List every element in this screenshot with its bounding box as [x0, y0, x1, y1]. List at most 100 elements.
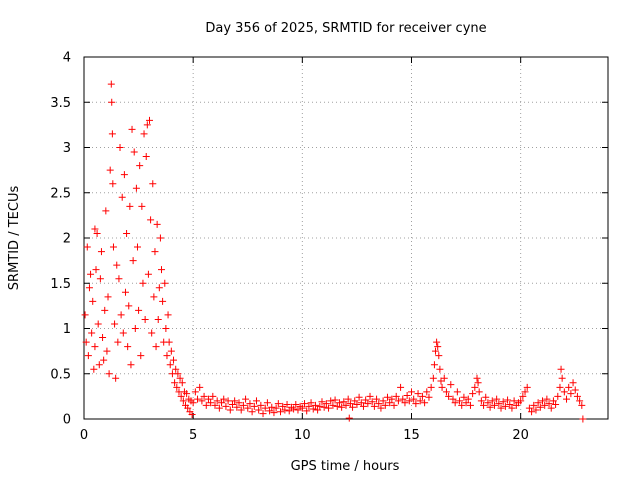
data-point [82, 338, 90, 346]
tick-labels: 0 5 10 15 20 0 0.5 1 1.5 2 2.5 3 3.5 4 [50, 51, 529, 444]
data-point [379, 397, 387, 405]
data-point [121, 288, 129, 296]
data-point [95, 361, 103, 369]
data-point [141, 315, 149, 323]
x-tick-label: 5 [189, 428, 197, 443]
data-point [226, 406, 234, 414]
data-point [270, 409, 278, 417]
data-point [532, 406, 540, 414]
data-point [482, 393, 490, 401]
data-point [433, 338, 441, 346]
data-point [353, 401, 361, 409]
data-point [298, 404, 306, 412]
data-point [207, 399, 215, 407]
data-point [488, 397, 496, 405]
data-point [155, 284, 163, 292]
data-point [543, 395, 551, 403]
data-point [252, 397, 260, 405]
data-point [109, 243, 117, 251]
data-point [148, 329, 156, 337]
data-point [194, 395, 202, 403]
data-point [504, 396, 512, 404]
axis-ticks [83, 56, 608, 420]
data-point [571, 386, 579, 394]
data-point [170, 356, 178, 364]
data-point [198, 397, 206, 405]
data-point [320, 403, 328, 411]
data-point [576, 397, 584, 405]
data-point [147, 216, 155, 224]
data-point [436, 365, 444, 373]
data-point [303, 407, 311, 415]
y-tick-label: 3.5 [50, 96, 71, 111]
data-point [209, 392, 217, 400]
data-point [429, 374, 437, 382]
chart-title: Day 356 of 2025, SRMTID for receiver cyn… [205, 21, 486, 36]
data-point [266, 407, 274, 415]
data-point [490, 401, 498, 409]
data-point [104, 293, 112, 301]
data-point [355, 393, 363, 401]
data-point [213, 397, 221, 405]
data-point [277, 408, 284, 416]
data-point [123, 229, 131, 237]
data-point [375, 400, 383, 408]
data-point [88, 329, 96, 337]
data-point [536, 403, 544, 411]
data-point [140, 130, 148, 138]
data-point [283, 401, 291, 409]
data-point [383, 393, 391, 401]
data-point [534, 399, 542, 407]
data-point [425, 393, 433, 401]
data-point [421, 399, 429, 407]
x-tick-label: 10 [294, 428, 311, 443]
data-point [557, 365, 565, 373]
data-point [430, 361, 438, 369]
data-point [442, 388, 450, 396]
data-point [471, 383, 479, 391]
x-axis-label: GPS time / hours [291, 459, 400, 474]
data-point [405, 397, 413, 405]
data-point [233, 403, 241, 411]
y-tick-label: 4 [63, 51, 71, 66]
data-point [560, 388, 568, 396]
data-point [279, 402, 287, 410]
data-point [344, 395, 352, 403]
data-point [366, 392, 374, 400]
data-point [342, 401, 350, 409]
data-point [174, 370, 182, 378]
data-point [456, 397, 464, 405]
data-point [549, 397, 557, 405]
data-point [204, 395, 212, 403]
x-tick-label: 20 [512, 428, 529, 443]
data-point [427, 383, 435, 391]
y-tick-label: 0 [63, 413, 71, 428]
data-points [81, 80, 587, 423]
data-point [84, 352, 92, 360]
data-point [316, 402, 324, 410]
data-point [81, 311, 89, 319]
data-point [117, 311, 125, 319]
data-point [274, 400, 282, 408]
data-point [449, 395, 457, 403]
y-tick-label: 1.5 [50, 277, 71, 292]
data-point [392, 392, 400, 400]
data-point [108, 130, 116, 138]
data-point [499, 398, 507, 406]
data-point [272, 404, 280, 412]
data-point [102, 207, 110, 215]
data-point [528, 408, 536, 416]
data-point [423, 388, 431, 396]
data-point [563, 395, 571, 403]
data-point [96, 275, 104, 283]
data-point [335, 399, 343, 407]
data-point [144, 270, 152, 278]
data-point [386, 399, 394, 407]
data-point [171, 379, 179, 387]
y-tick-label: 2.5 [50, 186, 71, 201]
data-point [83, 243, 91, 251]
data-point [329, 401, 337, 409]
data-point [475, 388, 483, 396]
data-point [495, 400, 503, 408]
data-point [539, 397, 546, 405]
